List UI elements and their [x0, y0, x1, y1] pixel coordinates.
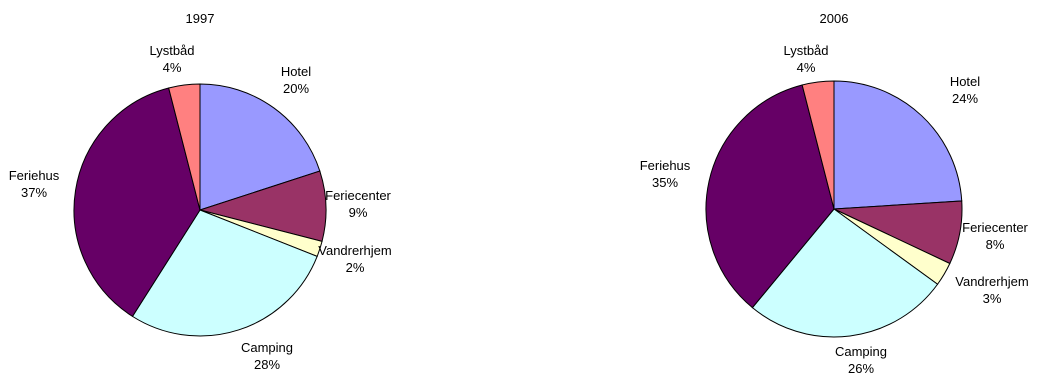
slice-label-lystba-d: Lystbåd	[149, 43, 194, 58]
slice-label-vandrerhjem: Vandrerhjem	[318, 243, 391, 258]
slice-value-feriehus: 35%	[652, 175, 678, 190]
slice-value-hotel: 20%	[283, 81, 309, 96]
pie-chart-2006: 2006 Hotel 24% Feriecenter 8% Vandrerhjem 3% C…	[640, 11, 1029, 376]
chart-title-1997: 1997	[186, 11, 215, 26]
slice-label-hotel: Hotel	[281, 64, 311, 79]
pie-chart-1997: 1997 Hotel 20% Feriecenter 9% Vandrerhjem 2% C…	[9, 11, 392, 372]
slice-value-lystba-d: 4%	[163, 60, 182, 75]
pie-slice-hotel	[199, 83, 321, 211]
chart-title-2006: 2006	[820, 11, 849, 26]
slice-value-feriecenter: 8%	[986, 237, 1005, 252]
slice-label-feriecenter: Feriecenter	[962, 220, 1028, 235]
pie-slice-feriehus	[73, 87, 201, 318]
pie-slice-camping	[751, 208, 939, 338]
slice-label-feriehus: Feriehus	[9, 168, 60, 183]
pie-slice-hotel	[833, 80, 963, 210]
slice-label-camping: Camping	[835, 344, 887, 359]
pie-slice-lystba-d	[801, 80, 835, 210]
slice-value-hotel: 24%	[952, 91, 978, 106]
pie-slice-feriehus	[705, 84, 835, 309]
slice-value-vandrerhjem: 2%	[346, 260, 365, 275]
slice-value-lystba-d: 4%	[797, 60, 816, 75]
slice-label-feriehus: Feriehus	[640, 158, 691, 173]
slice-value-camping: 26%	[848, 361, 874, 374]
slice-label-feriecenter: Feriecenter	[325, 188, 391, 203]
slice-label-hotel: Hotel	[950, 74, 980, 89]
slice-label-lystba-d: Lystbåd	[783, 43, 828, 58]
slice-value-feriecenter: 9%	[349, 205, 368, 220]
slice-label-camping: Camping	[241, 340, 293, 355]
slice-value-feriehus: 37%	[21, 185, 47, 200]
pie-slice-lystba-d	[168, 83, 201, 211]
slice-value-camping: 28%	[254, 357, 280, 372]
slice-value-vandrerhjem: 3%	[983, 291, 1002, 306]
pie-slice-camping	[131, 209, 318, 337]
slice-label-vandrerhjem: Vandrerhjem	[955, 274, 1028, 289]
